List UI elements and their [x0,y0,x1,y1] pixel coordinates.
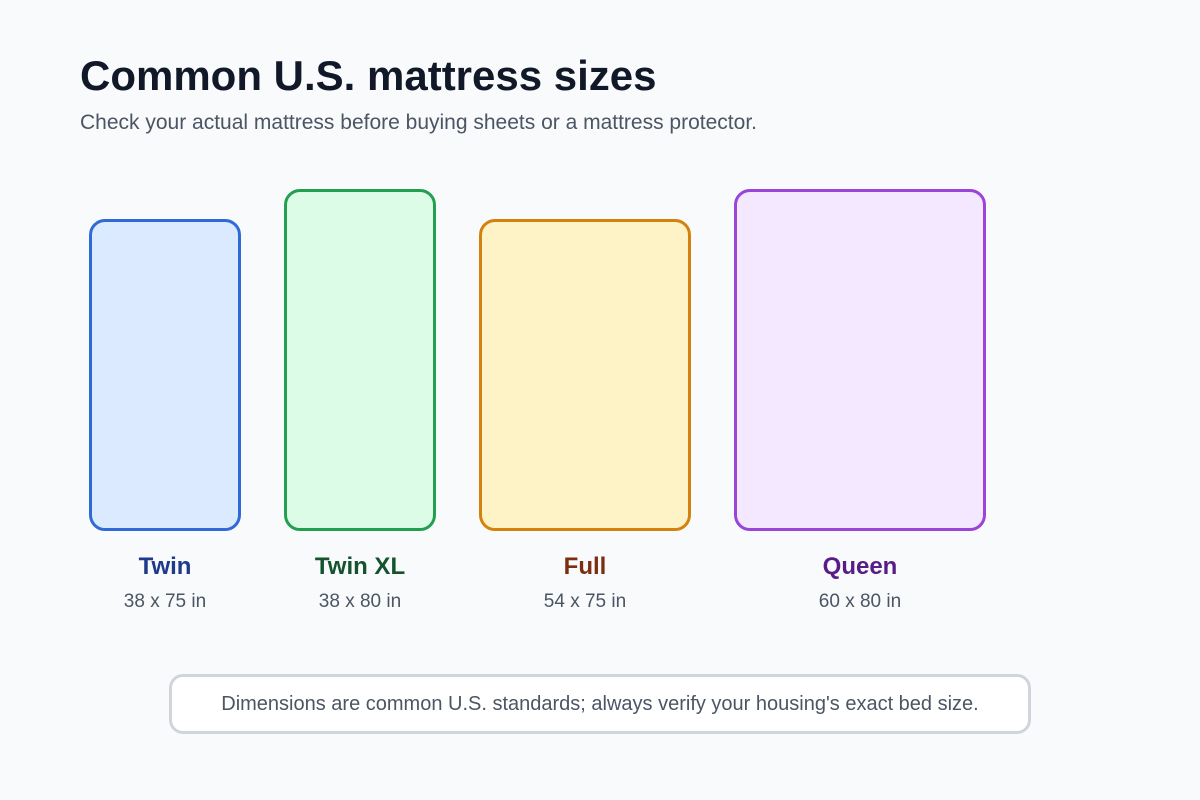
mattress-twin [89,219,241,531]
mattress-label-twin-xl: Twin XL [314,553,406,580]
footer-note-text: Dimensions are common U.S. standards; al… [221,692,979,715]
mattress-dimensions-twin: 38 x 75 in [123,591,207,612]
page-title: Common U.S. mattress sizes [80,52,657,99]
mattress-dimensions-twin-xl: 38 x 80 in [318,591,402,612]
mattress-label-queen: Queen [822,553,898,580]
mattress-full [479,219,691,531]
page-subtitle: Check your actual mattress before buying… [80,111,757,134]
mattress-label-twin: Twin [138,553,192,580]
mattress-twin-xl [284,189,436,531]
mattress-queen [734,189,986,531]
mattress-dimensions-full: 54 x 75 in [543,591,627,612]
mattress-label-full: Full [563,553,607,580]
mattress-dimensions-queen: 60 x 80 in [818,591,902,612]
footer-note: Dimensions are common U.S. standards; al… [169,674,1031,734]
